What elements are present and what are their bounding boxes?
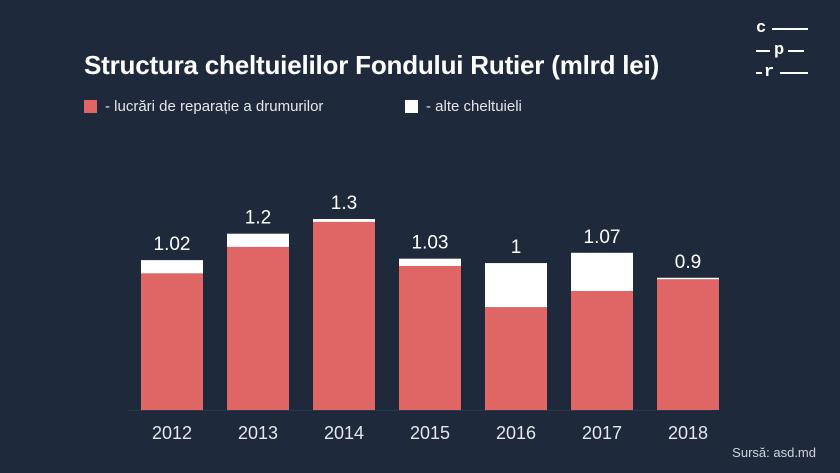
bar-repairs-2017 — [571, 290, 633, 410]
bar-repairs-2013 — [227, 246, 289, 410]
chart-title: Structura cheltuielilor Fondului Rutier … — [84, 50, 660, 80]
legend-label-repairs: - lucrări de reparație a drumurilor — [105, 97, 324, 115]
bar-other-2013 — [227, 233, 289, 247]
total-label-2015: 1.03 — [412, 233, 449, 254]
x-tick-label-2018: 2018 — [668, 423, 708, 443]
legend-swatch-repairs — [84, 99, 97, 113]
bar-repairs-2018 — [657, 279, 719, 410]
total-label-2013: 1.2 — [245, 208, 271, 229]
x-tick-label-2013: 2013 — [238, 423, 278, 443]
total-label-2018: 0.9 — [675, 252, 701, 273]
logo-letter-p: p — [774, 41, 785, 60]
bar-other-2012 — [141, 260, 203, 274]
legend-swatch-other — [405, 99, 418, 113]
bar-other-2015 — [399, 258, 461, 267]
bar-repairs-2015 — [399, 266, 461, 410]
bar-repairs-2014 — [313, 221, 375, 410]
bar-repairs-2012 — [141, 273, 203, 410]
total-label-2012: 1.02 — [154, 234, 191, 255]
total-label-2017: 1.07 — [584, 227, 621, 248]
logo-letter-r: r — [764, 63, 775, 82]
cpr-logo: c p r — [756, 18, 816, 84]
x-tick-label-2017: 2017 — [582, 423, 622, 443]
bar-repairs-2016 — [485, 307, 547, 410]
source-note: Sursă: asd.md — [732, 445, 816, 460]
legend-item-other: - alte cheltuieli — [405, 96, 522, 116]
x-tick-label-2016: 2016 — [496, 423, 536, 443]
x-tick-label-2012: 2012 — [152, 423, 192, 443]
total-label-2014: 1.3 — [331, 193, 357, 214]
bar-other-2016 — [485, 263, 547, 308]
total-label-2016: 1 — [511, 237, 522, 258]
bar-other-2018 — [657, 277, 719, 280]
bar-other-2017 — [571, 252, 633, 291]
bar-other-2014 — [313, 219, 375, 222]
logo-letter-c: c — [756, 19, 767, 38]
x-tick-label-2014: 2014 — [324, 423, 364, 443]
x-tick-label-2015: 2015 — [410, 423, 450, 443]
legend-item-repairs: - lucrări de reparație a drumurilor — [84, 96, 323, 116]
legend-label-other: - alte cheltuieli — [426, 97, 522, 115]
